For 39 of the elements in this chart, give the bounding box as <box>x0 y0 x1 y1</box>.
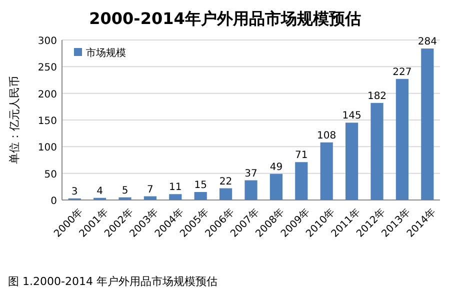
data-label: 7 <box>147 184 154 196</box>
bar <box>144 196 156 200</box>
caption: 图 1.2000-2014 年户外用品市场规模预估 <box>8 275 218 288</box>
bar <box>421 48 434 200</box>
data-label: 71 <box>295 150 308 162</box>
data-label: 22 <box>219 176 232 188</box>
bar <box>270 174 282 200</box>
data-label: 15 <box>194 180 207 191</box>
data-label: 108 <box>317 130 336 142</box>
data-label: 5 <box>122 185 128 196</box>
y-tick-label: 50 <box>44 169 57 180</box>
y-tick-label: 150 <box>38 116 57 127</box>
bar <box>346 122 358 200</box>
data-label: 49 <box>270 162 283 173</box>
legend-label: 市场规模 <box>86 47 126 59</box>
data-label: 3 <box>71 186 78 198</box>
y-tick-label: 300 <box>38 36 57 47</box>
bar <box>118 197 132 200</box>
data-label: 182 <box>367 90 387 102</box>
bar <box>220 188 232 200</box>
data-label: 4 <box>96 186 103 197</box>
bar <box>194 192 207 200</box>
y-tick-label: 0 <box>50 196 57 207</box>
y-axis-title: 单位：亿元人民币 <box>8 76 21 164</box>
bar <box>244 180 258 200</box>
y-tick-label: 100 <box>38 142 57 154</box>
bar <box>295 162 308 200</box>
data-label: 11 <box>169 182 182 194</box>
chart-title: 2000-2014年户外用品市场规模预估 <box>89 9 361 28</box>
data-label: 145 <box>342 110 362 122</box>
y-tick-label: 200 <box>38 89 57 100</box>
bar <box>396 78 408 200</box>
data-label: 37 <box>244 168 258 180</box>
bar <box>169 194 182 200</box>
bar <box>370 102 384 200</box>
bar <box>320 142 333 200</box>
y-tick-label: 250 <box>38 62 57 74</box>
data-label: 284 <box>418 36 437 48</box>
data-label: 227 <box>392 66 412 78</box>
